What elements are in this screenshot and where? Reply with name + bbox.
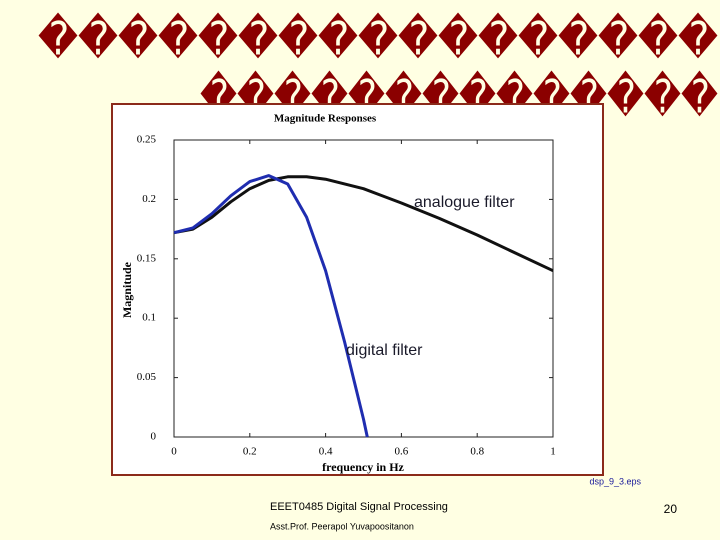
page-number: 20 [664,502,678,516]
y-tick-label: 0.15 [137,252,157,264]
y-tick-label: 0.2 [142,193,156,205]
x-tick-label: 0.2 [243,446,257,458]
footer-text: EEET0485 Digital Signal Processing [270,501,448,513]
annotation: digital filter [346,342,423,359]
footer-text: Asst.Prof. Peerapol Yuvapoositanon [270,521,414,531]
y-tick-label: 0.05 [137,371,157,383]
y-axis-label: Magnitude [120,261,134,318]
x-axis-label: frequency in Hz [322,460,404,474]
x-tick-label: 0.4 [319,446,333,458]
x-tick-label: 0.6 [395,446,409,458]
y-tick-label: 0.25 [137,134,157,146]
chart-title: Magnitude Responses [274,113,377,125]
plot-area [173,139,554,438]
x-tick-label: 0 [171,446,177,458]
y-tick-label: 0.1 [142,312,156,324]
x-tick-label: 0.8 [470,446,484,458]
caption: dsp_9_3.eps [589,476,641,486]
slide-title: ����������������� [38,12,718,66]
series-line [173,175,554,273]
annotation: analogue filter [414,194,515,211]
figure-frame [111,103,604,476]
y-tick-label: 0 [151,431,157,443]
x-tick-label: 1 [550,446,556,458]
series-line [173,174,369,438]
